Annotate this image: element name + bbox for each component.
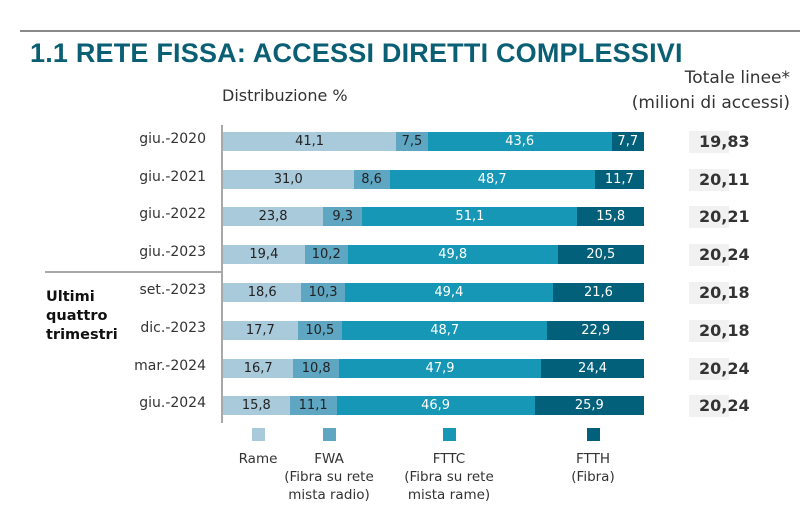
total-value: 19,83 xyxy=(699,132,750,151)
legend-swatch-rame xyxy=(252,428,265,441)
bar-segment-fwa: 9,3 xyxy=(323,207,363,226)
legend-label-line: Rame xyxy=(238,451,278,467)
total-value: 20,21 xyxy=(699,207,750,226)
total-value-box: 20,24 xyxy=(689,358,750,380)
totals-header: Totale linee* (milioni di accessi) xyxy=(632,66,790,116)
bar-segment-fwa: 11,1 xyxy=(289,396,337,415)
bar-segment-rame: 31,0 xyxy=(223,170,354,189)
bar-segment-fttc: 48,7 xyxy=(389,170,595,189)
category-label: giu.-2024 xyxy=(139,395,206,411)
totals-header-line1: Totale linee* xyxy=(684,68,790,88)
legend-label-line: FWA xyxy=(314,451,344,467)
total-value-box: 20,24 xyxy=(689,244,750,266)
legend-label-line: FTTH xyxy=(576,451,610,467)
group-separator xyxy=(45,271,221,273)
bar-segment-ftth: 7,7 xyxy=(611,132,644,151)
bar-segment-rame: 15,8 xyxy=(223,396,290,415)
group-label-line: Ultimi xyxy=(46,289,95,305)
legend-label-line: (Fibra su rete xyxy=(284,469,374,485)
bar-segment-rame: 23,8 xyxy=(223,207,324,226)
bar-segment-fwa: 10,3 xyxy=(301,283,345,302)
group-label: Ultimi quattro trimestri xyxy=(46,288,118,345)
bar-segment-fwa: 8,6 xyxy=(353,170,390,189)
bar-segment-rame: 18,6 xyxy=(223,283,302,302)
legend-label-line: FTTC xyxy=(432,451,466,467)
legend-label-line: mista rame) xyxy=(407,487,491,503)
bar-segment-rame: 19,4 xyxy=(223,245,305,264)
bar-segment-ftth: 22,9 xyxy=(547,321,644,340)
legend-swatch-fwa xyxy=(323,428,336,441)
total-value: 20,18 xyxy=(699,283,750,302)
group-label-line: trimestri xyxy=(46,327,118,343)
total-value: 20,24 xyxy=(699,359,750,378)
bar-segment-fwa: 10,8 xyxy=(293,359,339,378)
category-label: mar.-2024 xyxy=(134,358,206,374)
bar-segment-ftth: 21,6 xyxy=(552,283,644,302)
total-value-box: 19,83 xyxy=(689,131,750,153)
bar-segment-ftth: 20,5 xyxy=(557,245,644,264)
legend-label-ftth: FTTH (Fibra) xyxy=(571,450,614,486)
top-rule xyxy=(20,30,800,32)
bar-segment-fttc: 49,4 xyxy=(344,283,553,302)
legend-label-line: mista radio) xyxy=(288,487,370,503)
total-value: 20,24 xyxy=(699,245,750,264)
bar-segment-fttc: 48,7 xyxy=(341,321,548,340)
total-value-box: 20,11 xyxy=(689,169,750,191)
category-label: set.-2023 xyxy=(139,282,206,298)
page-title: 1.1 RETE FISSA: ACCESSI DIRETTI COMPLESS… xyxy=(30,38,683,68)
totals-header-line2: (milioni di accessi) xyxy=(631,93,790,113)
legend-label-fwa: FWA (Fibra su rete mista radio) xyxy=(284,450,374,504)
legend-swatch-ftth xyxy=(587,428,600,441)
total-value-box: 20,21 xyxy=(689,206,750,228)
legend-label-line: (Fibra) xyxy=(571,469,615,485)
legend-label-fttc: FTTC (Fibra su rete mista rame) xyxy=(404,450,494,504)
bar-segment-fwa: 10,2 xyxy=(304,245,348,264)
bar-segment-fttc: 51,1 xyxy=(362,207,578,226)
bar-segment-fttc: 43,6 xyxy=(427,132,612,151)
total-value-box: 20,18 xyxy=(689,320,750,342)
category-label: giu.-2023 xyxy=(139,244,206,260)
group-label-line: quattro xyxy=(46,308,108,324)
bar-segment-rame: 16,7 xyxy=(223,359,294,378)
legend-label-line: (Fibra su rete xyxy=(404,469,494,485)
bar-segment-ftth: 25,9 xyxy=(534,396,644,415)
bar-segment-fwa: 10,5 xyxy=(297,321,342,340)
legend-label-rame: Rame xyxy=(239,450,278,468)
category-label: giu.-2022 xyxy=(139,206,206,222)
category-label: giu.-2021 xyxy=(139,169,206,185)
total-value-box: 20,24 xyxy=(689,395,750,417)
bar-segment-ftth: 24,4 xyxy=(541,359,644,378)
bar-segment-fwa: 7,5 xyxy=(396,132,428,151)
category-axis xyxy=(221,125,223,423)
chart-subtitle: Distribuzione % xyxy=(222,86,348,105)
category-label: dic.-2023 xyxy=(140,320,206,336)
bar-segment-rame: 17,7 xyxy=(223,321,298,340)
bar-segment-ftth: 11,7 xyxy=(594,170,644,189)
bar-segment-fttc: 47,9 xyxy=(339,359,542,378)
category-label: giu.-2020 xyxy=(139,131,206,147)
total-value: 20,18 xyxy=(699,321,750,340)
legend-swatch-fttc xyxy=(443,428,456,441)
total-value-box: 20,18 xyxy=(689,282,750,304)
total-value: 20,11 xyxy=(699,170,750,189)
total-value: 20,24 xyxy=(699,396,750,415)
bar-segment-rame: 41,1 xyxy=(223,132,397,151)
bar-segment-ftth: 15,8 xyxy=(577,207,644,226)
bar-segment-fttc: 46,9 xyxy=(336,396,535,415)
bar-segment-fttc: 49,8 xyxy=(347,245,558,264)
